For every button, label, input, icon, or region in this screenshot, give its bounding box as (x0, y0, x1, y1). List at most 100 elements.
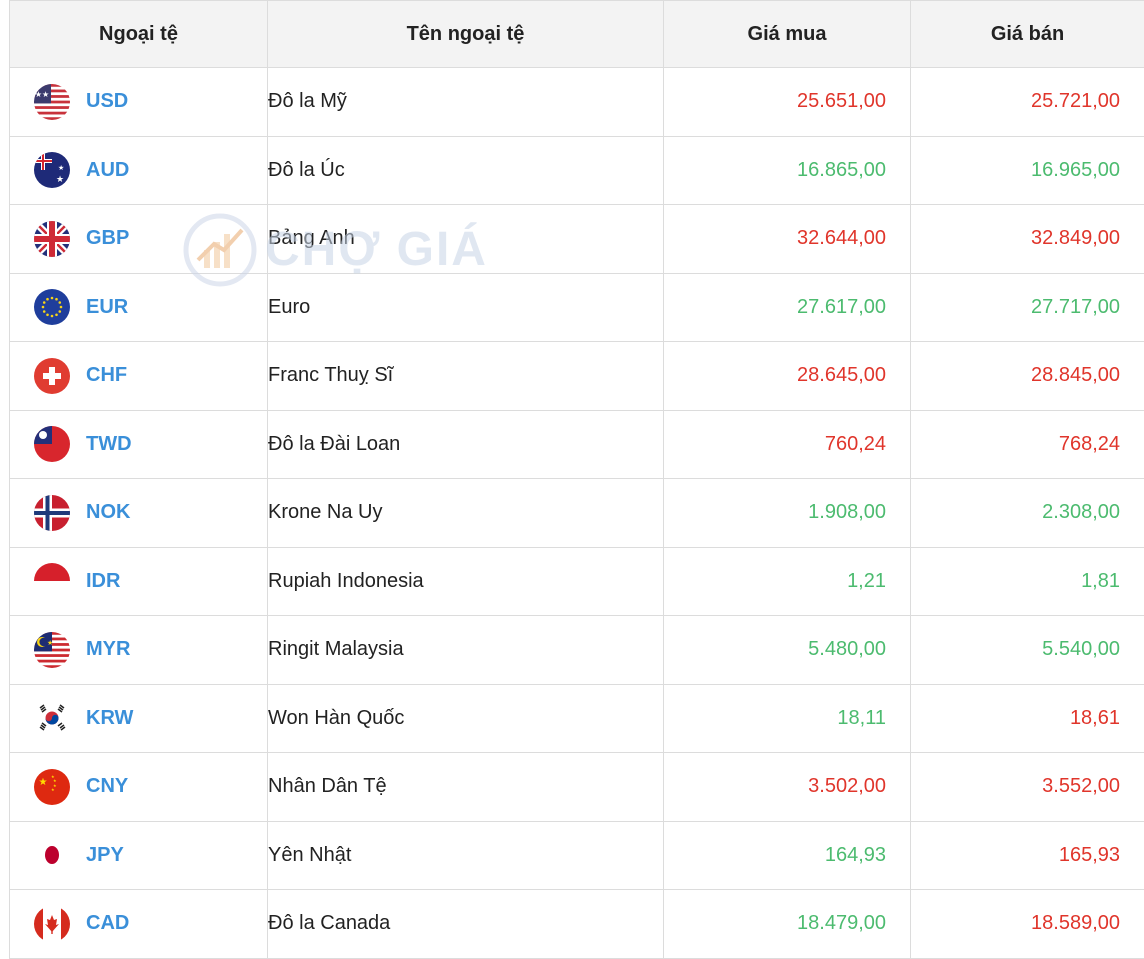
currency-name: Ringit Malaysia (268, 616, 664, 685)
currency-code-wrap: ★★ USD (10, 84, 267, 120)
currency-name: Rupiah Indonesia (268, 547, 664, 616)
buy-price: 28.645,00 (664, 342, 911, 411)
svg-text:★: ★ (39, 777, 48, 788)
au-flag-icon: ★★ (34, 152, 70, 188)
currency-code-link[interactable]: IDR (86, 570, 120, 593)
sell-price: 1,81 (911, 547, 1144, 616)
currency-code-cell: JPY (10, 821, 268, 890)
currency-code-link[interactable]: CHF (86, 364, 127, 387)
buy-price: 164,93 (664, 821, 911, 890)
jp-flag-icon (34, 837, 70, 873)
buy-price: 3.502,00 (664, 753, 911, 822)
currency-code-wrap: JPY (10, 837, 267, 873)
svg-text:★: ★ (58, 164, 64, 172)
currency-code-cell: EUR (10, 273, 268, 342)
currency-code-wrap: ★★AUD (10, 152, 267, 188)
currency-code-cell: IDR (10, 547, 268, 616)
currency-code-cell: ★ MYR (10, 616, 268, 685)
buy-price: 32.644,00 (664, 205, 911, 274)
sell-price: 28.845,00 (911, 342, 1144, 411)
buy-price: 27.617,00 (664, 273, 911, 342)
sell-price: 165,93 (911, 821, 1144, 890)
ca-flag-icon (34, 906, 70, 942)
currency-code-cell: ★★★★★ CNY (10, 753, 268, 822)
id-flag-icon (34, 563, 70, 599)
currency-code-wrap: GBP (10, 221, 267, 257)
buy-price: 1.908,00 (664, 479, 911, 548)
cn-flag-icon: ★★★★★ (34, 769, 70, 805)
svg-text:★: ★ (47, 639, 53, 647)
currency-code-wrap: EUR (10, 289, 267, 325)
currency-name: Đô la Canada (268, 890, 664, 959)
currency-code-wrap: CAD (10, 906, 267, 942)
currency-code-wrap: ★★★★★ CNY (10, 769, 267, 805)
buy-price: 25.651,00 (664, 68, 911, 137)
currency-code-link[interactable]: USD (86, 90, 128, 113)
currency-code-wrap: TWD (10, 426, 267, 462)
currency-code-wrap: KRW (10, 700, 267, 736)
currency-code-link[interactable]: NOK (86, 501, 130, 524)
eu-flag-icon (34, 289, 70, 325)
currency-name: Franc Thuỵ Sĩ (268, 342, 664, 411)
svg-text:★: ★ (51, 787, 55, 792)
currency-code-link[interactable]: MYR (86, 638, 130, 661)
tw-flag-icon (34, 426, 70, 462)
kr-flag-icon (34, 700, 70, 736)
header-currency-name[interactable]: Tên ngoại tệ (268, 1, 664, 68)
sell-price: 27.717,00 (911, 273, 1144, 342)
currency-code-cell: NOK (10, 479, 268, 548)
currency-code-link[interactable]: GBP (86, 227, 129, 250)
buy-price: 16.865,00 (664, 136, 911, 205)
currency-name: Đô la Mỹ (268, 68, 664, 137)
us-flag-icon: ★★ (34, 84, 70, 120)
my-flag-icon: ★ (34, 632, 70, 668)
ch-flag-icon (34, 358, 70, 394)
svg-text:★★: ★★ (35, 90, 49, 99)
currency-name: Yên Nhật (268, 821, 664, 890)
sell-price: 3.552,00 (911, 753, 1144, 822)
header-buy-price[interactable]: Giá mua (664, 1, 911, 68)
svg-text:★: ★ (56, 174, 64, 184)
buy-price: 18,11 (664, 684, 911, 753)
currency-code-cell: KRW (10, 684, 268, 753)
currency-code-link[interactable]: AUD (86, 159, 129, 182)
currency-code-cell: CHF (10, 342, 268, 411)
currency-code-link[interactable]: JPY (86, 844, 124, 867)
currency-code-link[interactable]: KRW (86, 707, 133, 730)
currency-name: Bảng Anh (268, 205, 664, 274)
currency-name: Euro (268, 273, 664, 342)
currency-code-wrap: ★ MYR (10, 632, 267, 668)
currency-code-link[interactable]: CAD (86, 912, 129, 935)
header-currency-code[interactable]: Ngoại tệ (10, 1, 268, 68)
currency-code-wrap: CHF (10, 358, 267, 394)
buy-price: 5.480,00 (664, 616, 911, 685)
currency-code-link[interactable]: EUR (86, 296, 128, 319)
currency-code-link[interactable]: TWD (86, 433, 132, 456)
currency-code-cell: ★★AUD (10, 136, 268, 205)
currency-code-cell: GBP (10, 205, 268, 274)
currency-name: Đô la Úc (268, 136, 664, 205)
currency-name: Đô la Đài Loan (268, 410, 664, 479)
header-sell-price[interactable]: Giá bán (911, 1, 1144, 68)
buy-price: 18.479,00 (664, 890, 911, 959)
buy-price: 760,24 (664, 410, 911, 479)
currency-code-cell: TWD (10, 410, 268, 479)
exchange-rate-table: Ngoại tệ Tên ngoại tệ Giá mua Giá bán ★★… (9, 0, 1144, 959)
buy-price: 1,21 (664, 547, 911, 616)
currency-code-link[interactable]: CNY (86, 775, 128, 798)
no-flag-icon (34, 495, 70, 531)
